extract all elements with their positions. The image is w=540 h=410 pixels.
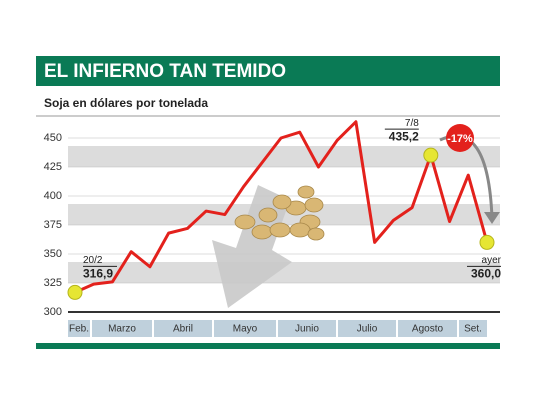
y-tick-label: 425 — [44, 161, 62, 173]
highlight-point — [67, 284, 83, 300]
x-tick-label: Agosto — [412, 324, 444, 335]
chart-title: EL INFIERNO TAN TEMIDO — [44, 61, 286, 82]
x-tick-label: Julio — [357, 324, 378, 335]
month-cell — [278, 320, 336, 337]
bottom-bar — [36, 343, 500, 349]
y-tick-label: 375 — [44, 219, 62, 231]
y-tick-label: 350 — [44, 248, 62, 260]
y-tick-label: 450 — [44, 132, 62, 144]
highlight-point — [423, 147, 439, 163]
value-label: 435,2 — [389, 129, 419, 143]
month-cell — [459, 320, 487, 337]
grid-band — [68, 262, 500, 283]
soybeans — [234, 185, 325, 241]
x-tick-label: Mayo — [233, 324, 258, 335]
value-label: 316,9 — [83, 267, 113, 281]
point-date: 20/2 — [83, 255, 103, 266]
month-cell — [154, 320, 212, 337]
title-bar — [36, 56, 500, 86]
x-tick-label: Marzo — [108, 324, 136, 335]
point-date: ayer — [482, 255, 502, 266]
y-tick-label: 325 — [44, 277, 62, 289]
month-cell — [92, 320, 152, 337]
annotation-badge — [446, 124, 474, 152]
annotation: -17% — [447, 133, 473, 145]
value-label: 360,0 — [471, 267, 501, 281]
month-cell — [68, 320, 90, 337]
x-tick-label: Abril — [173, 324, 193, 335]
x-tick-label: Feb. — [69, 324, 89, 335]
month-cell — [338, 320, 396, 337]
month-cell — [398, 320, 457, 337]
subtitle: Soja en dólares por tonelada — [44, 96, 208, 110]
month-cell — [214, 320, 276, 337]
grid-band — [68, 146, 500, 167]
highlight-point — [479, 234, 495, 250]
x-tick-label: Junio — [295, 324, 319, 335]
y-tick-label: 400 — [44, 190, 62, 202]
y-tick-label: 300 — [44, 306, 62, 318]
change-arrowhead — [484, 212, 500, 224]
x-tick-label: Set. — [464, 324, 482, 335]
line — [74, 120, 489, 294]
point-date: 7/8 — [405, 118, 419, 129]
